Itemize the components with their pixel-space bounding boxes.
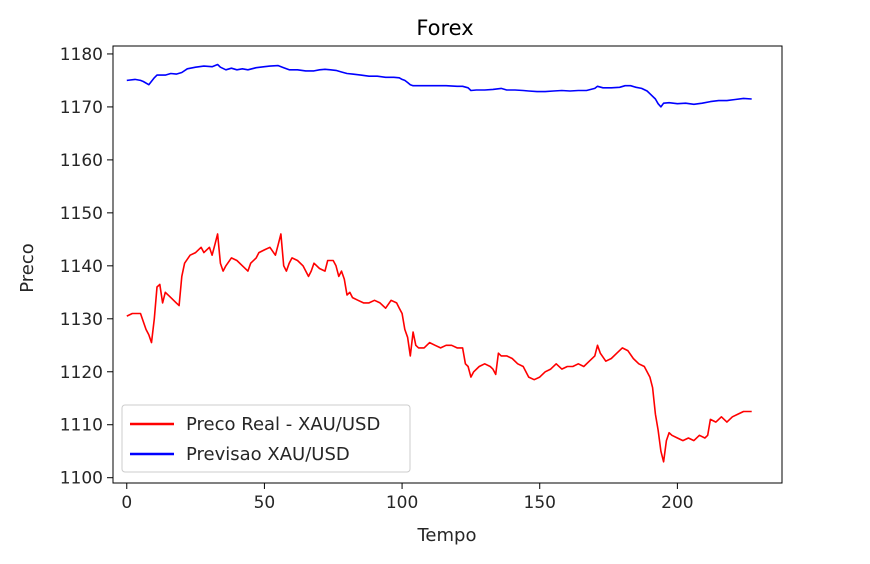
y-tick-label: 1150 [60,204,103,224]
x-tick-label: 150 [524,493,556,513]
y-tick-label: 1140 [60,257,103,277]
y-axis-label: Preco [17,243,38,293]
y-tick-label: 1110 [60,416,103,436]
plot-frame [112,45,783,484]
legend-box [121,404,411,473]
x-axis: 0 50 100 150 200 [121,483,694,513]
series-line-1 [126,63,752,108]
y-tick-label: 1130 [60,310,103,330]
x-axis-label: Tempo [417,525,477,546]
y-tick-label: 1160 [60,151,103,171]
legend: Preco Real - XAU/USD Previsao XAU/USD [121,404,411,473]
chart-title: Forex [416,16,473,40]
series-line-0 [126,233,752,463]
series-layer [126,63,752,463]
x-tick-label: 50 [254,493,276,513]
legend-label-real: Preco Real - XAU/USD [186,414,380,435]
x-tick-label: 0 [121,493,132,513]
y-tick-label: 1120 [60,363,103,383]
y-tick-label: 1180 [60,45,103,65]
x-tick-label: 200 [661,493,693,513]
y-tick-label: 1170 [60,98,103,118]
y-tick-label: 1100 [60,469,103,489]
y-axis: 1100 1110 1120 1130 1140 1150 1160 1170 1180 [60,45,113,489]
legend-label-forecast: Previsao XAU/USD [186,444,350,465]
x-tick-label: 100 [386,493,418,513]
